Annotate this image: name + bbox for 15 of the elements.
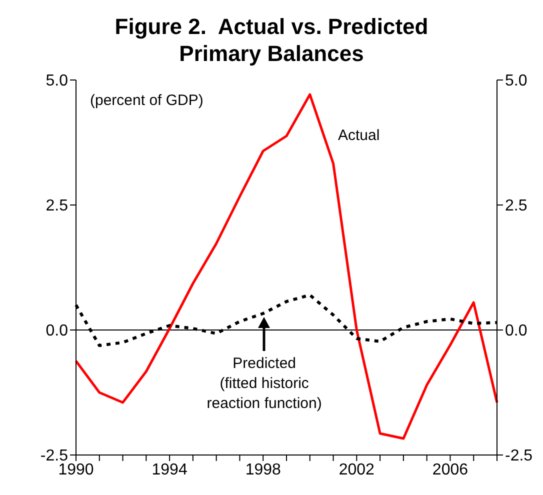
annotation: Predicted (fitted historic reaction function)	[206, 354, 323, 414]
chart-title: Figure 2. Actual vs. Predicted Primary Balances	[114, 13, 430, 67]
y-tick-label: 0.0	[46, 322, 68, 340]
x-tick-label: 2002	[338, 461, 375, 478]
x-tick-label: 2006	[432, 461, 468, 478]
y-tick-label: 2.5	[46, 198, 68, 215]
y2-tick-label: 0.0	[505, 322, 528, 340]
x-tick-label: 1998	[245, 461, 282, 478]
y2-tick-label: 5.0	[505, 72, 528, 90]
y2-tick-label: -2.5	[505, 448, 533, 465]
annotation: (percent of GDP)	[90, 92, 204, 109]
series-label: Actual	[338, 126, 380, 146]
y-tick-label: 5.0	[46, 72, 68, 90]
x-tick-label: 1994	[152, 461, 188, 478]
y2-tick-label: 2.5	[505, 198, 528, 215]
